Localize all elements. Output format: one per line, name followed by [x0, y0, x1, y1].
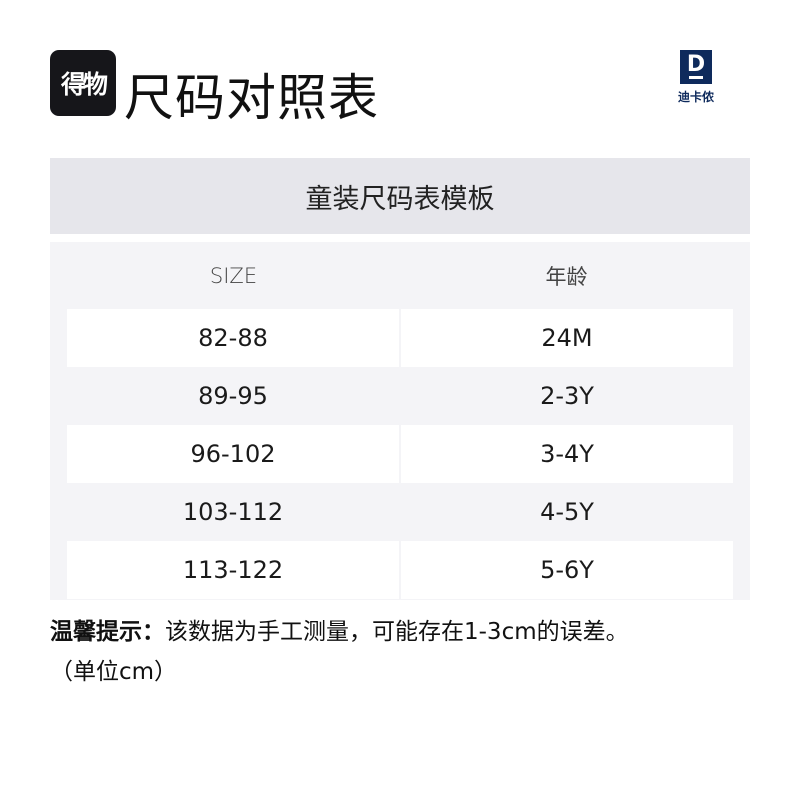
dewu-logo-text: 得物 — [60, 70, 108, 99]
age-cell: 3-4Y — [401, 425, 733, 483]
page-title: 尺码对照表 — [124, 69, 379, 127]
table-row: 113-122 5-6Y — [67, 541, 733, 599]
table-row: 89-95 2-3Y — [67, 367, 733, 425]
table-row: 96-102 3-4Y — [67, 425, 733, 483]
age-cell: 2-3Y — [540, 382, 594, 410]
table-row: 103-112 4-5Y — [67, 483, 733, 541]
table-body: 82-88 24M 89-95 2-3Y 96-102 3-4Y 103-112 4-5Y 11… — [67, 309, 733, 599]
note: 温馨提示：该数据为手工测量，可能存在1-3cm的误差。 （单位cm） — [50, 612, 629, 692]
table-title: 童装尺码表模板 — [50, 158, 750, 234]
size-table: SIZE 年龄 82-88 24M 89-95 2-3Y 96-102 3-4Y 103-1… — [50, 242, 750, 600]
table-row: 82-88 24M — [67, 309, 733, 367]
age-cell: 5-6Y — [401, 541, 733, 599]
note-text: 该数据为手工测量，可能存在1-3cm的误差。 — [165, 619, 629, 645]
brand-mark-glyph: D — [686, 52, 706, 77]
size-cell: 96-102 — [67, 425, 399, 483]
size-cell: 103-112 — [182, 498, 284, 526]
note-unit: （单位cm） — [50, 659, 178, 685]
size-cell: 89-95 — [198, 382, 268, 410]
size-cell: 113-122 — [67, 541, 399, 599]
column-header-size: SIZE — [209, 263, 258, 288]
age-cell: 4-5Y — [540, 498, 594, 526]
dewu-logo: 得物 — [50, 50, 116, 116]
brand-name: 迪卡侬 — [677, 90, 714, 104]
size-cell: 82-88 — [67, 309, 399, 367]
brand-mark-icon: D — [680, 50, 712, 84]
note-label: 温馨提示： — [50, 619, 165, 645]
table-header: SIZE 年龄 — [67, 242, 733, 309]
decathlon-logo: D 迪卡侬 — [672, 50, 720, 105]
age-cell: 24M — [401, 309, 733, 367]
column-header-age: 年龄 — [545, 264, 588, 289]
